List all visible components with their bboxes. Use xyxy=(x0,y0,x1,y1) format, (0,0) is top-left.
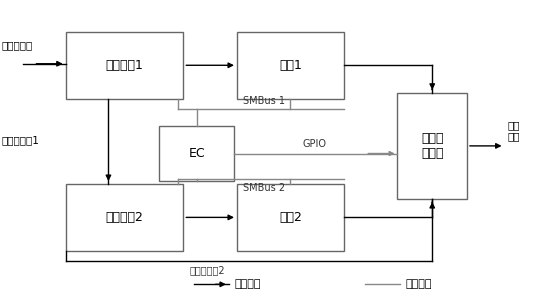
Text: 充电芯片2: 充电芯片2 xyxy=(105,211,144,224)
FancyBboxPatch shape xyxy=(237,184,344,251)
Text: 适配器输出2: 适配器输出2 xyxy=(189,265,225,275)
FancyBboxPatch shape xyxy=(66,32,183,99)
Text: 电能输出: 电能输出 xyxy=(234,279,261,289)
Text: 电池1: 电池1 xyxy=(279,59,302,72)
Text: 适配器输出1: 适配器输出1 xyxy=(2,135,39,145)
Text: 通信信号: 通信信号 xyxy=(406,279,432,289)
Text: 电池2: 电池2 xyxy=(279,211,302,224)
Text: GPIO: GPIO xyxy=(302,139,327,149)
Text: 供电选
择电路: 供电选 择电路 xyxy=(421,132,443,160)
Text: 充电芯片1: 充电芯片1 xyxy=(105,59,144,72)
FancyBboxPatch shape xyxy=(66,184,183,251)
FancyBboxPatch shape xyxy=(237,32,344,99)
FancyBboxPatch shape xyxy=(398,93,467,199)
Text: SMBus 2: SMBus 2 xyxy=(243,183,285,193)
Text: 适配器输入: 适配器输入 xyxy=(2,41,33,50)
FancyBboxPatch shape xyxy=(159,126,234,181)
Text: 系统
电源: 系统 电源 xyxy=(507,120,520,142)
Text: SMBus 1: SMBus 1 xyxy=(243,96,285,106)
Text: EC: EC xyxy=(188,147,205,160)
